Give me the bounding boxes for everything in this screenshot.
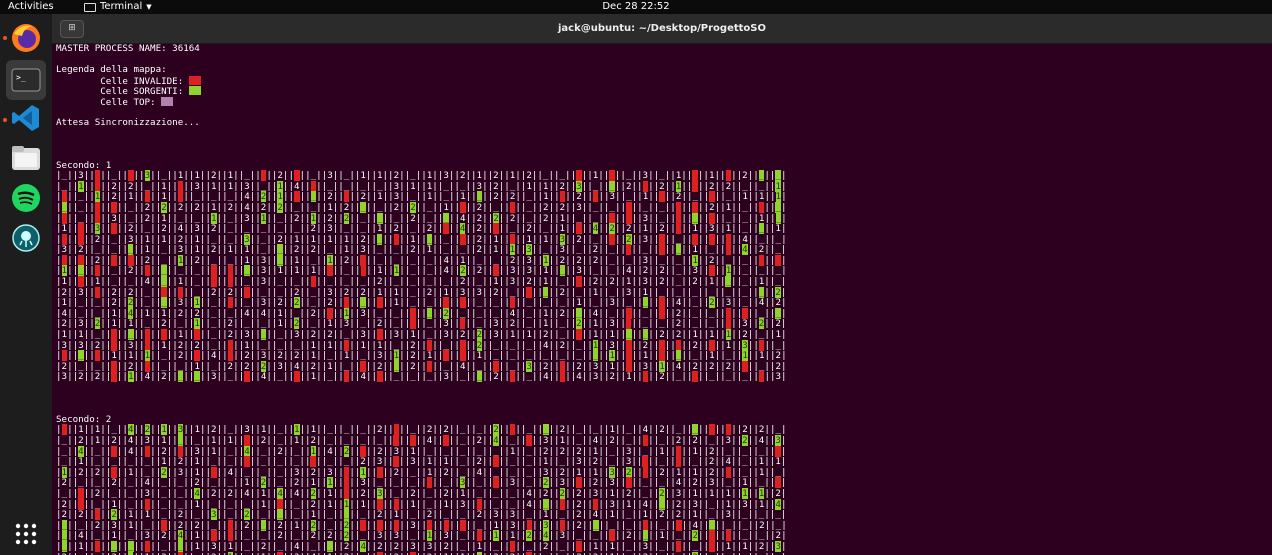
map-row: |2||_||_||2||_||4||_||_||2||_||_||1||2||… — [56, 477, 787, 489]
terminal-header-bar: ⊞ jack@ubuntu: ~/Desktop/ProgettoSO — [52, 14, 1272, 44]
vscode-icon[interactable] — [6, 98, 46, 138]
map-row: |1||2||1||_||_||4||_||1||_||2||_||_||3||… — [56, 276, 787, 288]
map-row: |_||2||1||2||4||3||1||_||_||1||1||2||2||… — [56, 434, 787, 446]
clock[interactable]: Dec 28 22:52 — [602, 1, 670, 12]
map-row: |1||1||_||1||_||1||1||1||_||_||2||3||_||… — [56, 329, 787, 341]
map-row: |2||3||_||2||2||_||_||1||_||2||2||1||_||… — [56, 286, 787, 298]
terminal-line: Attesa Sincronizzazione... — [56, 117, 200, 129]
map-row: |2||_||_||3||2||3||_||_||1||_||2||2||2||… — [56, 360, 787, 372]
map-row: |3||_||1||2||1||2||1||2||_||_||_||4||2||… — [56, 191, 787, 203]
terminal-line: Celle INVALIDE: — [56, 75, 787, 87]
app-menu[interactable]: Terminal ▼ — [84, 0, 152, 14]
map-row: |1||3||3||_||2||_||2||4||3||2||_||_||_||… — [56, 223, 787, 235]
svg-text:>_: >_ — [16, 73, 26, 82]
legend-swatch-sorgenti — [188, 86, 201, 96]
terminal-text: MASTER PROCESS NAME: 36164 Legenda della … — [56, 44, 787, 555]
map-row: |3||3||2||1||3||2||1||2||2||_||3||1||_||… — [56, 339, 787, 351]
map-row: |_||4||_||_||4||1||2||2||3||1||_||4||_||… — [56, 445, 787, 457]
gitkraken-icon[interactable] — [6, 218, 46, 258]
second-label: Secondo: 1 — [56, 159, 112, 171]
map-row: |2||3||2||1||1||_||2||_||1||_||2||_||_||… — [56, 318, 787, 330]
second-label: Secondo: 2 — [56, 413, 112, 425]
map-row: |2||_||_||3||_||1||3||3||_||2||1||_||1||… — [56, 551, 787, 555]
map-row: |1||2||2||3||1||_||2||3||1||2||4||_||_||… — [56, 466, 787, 478]
window-title: jack@ubuntu: ~/Desktop/ProgettoSO — [557, 23, 767, 34]
files-icon[interactable] — [6, 138, 46, 178]
map-row: |2||2||2||2||1||1||_||2||_||3||_||2||_||… — [56, 509, 787, 521]
map-row: |3||2||_||_||_||1||_||3||1||2||1||1||_||… — [56, 244, 787, 256]
legend-swatch-invalide — [188, 75, 201, 85]
map-row: |1||_||_||2||2||_||_||3||1||_||_||_||3||… — [56, 297, 787, 309]
map-row: |_||1||_||2||2||_||1||3||3||1||1||3||_||… — [56, 180, 787, 192]
map-row: |4||_||_||1||4||1||1||2||2||_||_||4||4||… — [56, 307, 787, 319]
map-row: |2||_||_||3||_||2||1||_||_||1||_||3||1||… — [56, 212, 787, 224]
top-bar: Activities Terminal ▼ Dec 28 22:52 — [0, 0, 1272, 14]
map-row: |3||2||2||_||1||4||2||_||_||3||_||_||4||… — [56, 371, 787, 383]
map-row: |3||_||2||1||1||1||_||2||2||4||_||2||3||… — [56, 350, 787, 362]
dock: >_ — [0, 14, 52, 555]
map-row: |_||3||_||_||_||3||_||1||1||2||1||_||_||… — [56, 170, 787, 182]
map-row: |1||1||2||_||3||1||1||2||1||_||_||3||_||… — [56, 233, 787, 245]
terminal-small-icon — [84, 2, 96, 12]
terminal-line: Celle SORGENTI: — [56, 86, 787, 97]
app-menu-label: Terminal — [100, 1, 143, 12]
map-row: |2||_||_||1||_||1||_||_||1||_||_||_||1||… — [56, 498, 787, 510]
map-row: |1||_||2||_||2||2||_||_||_||3||1||_||3||… — [56, 265, 787, 277]
map-row: |2||1||1||_||4||2||1||3||1||2||_||3||1||… — [56, 424, 787, 436]
terminal-line: Celle TOP: — [56, 96, 787, 108]
terminal-line — [56, 129, 787, 140]
map-row: |_||4||_||1||_||3||2||4||1||_||_||_||_||… — [56, 530, 787, 542]
new-tab-button[interactable]: ⊞ — [60, 20, 84, 38]
map-row: |_||1||_||_||_||3||_||_||1||3||1||_||2||… — [56, 540, 787, 552]
map-row: |_||_||_||2||_||2||2||2||2||1||2||4||2||… — [56, 201, 787, 213]
map-row: |_||3||2||_||_||3||_||_||4||2||2||4||1||… — [56, 487, 787, 499]
show-applications-icon[interactable] — [6, 514, 46, 554]
firefox-icon[interactable] — [6, 18, 46, 58]
terminal-line: MASTER PROCESS NAME: 36164 — [56, 44, 200, 54]
map-row: |_||_||2||2||1||2||_||1||2||_||_||1||3||… — [56, 254, 787, 266]
map-row: |_||1||_||_||_||_||1||2||1||_||_||_||_||… — [56, 456, 787, 468]
spotify-icon[interactable] — [6, 178, 46, 218]
terminal-line — [56, 150, 787, 161]
terminal-line — [56, 139, 787, 150]
legend-swatch-top — [161, 96, 174, 106]
chevron-down-icon: ▼ — [146, 3, 152, 11]
terminal-icon[interactable]: >_ — [6, 60, 46, 100]
activities-button[interactable]: Activities — [8, 1, 54, 12]
map-row: |_||_||2||3||1||_||2||2||2||_||3||2||_||… — [56, 519, 787, 531]
terminal-output[interactable]: MASTER PROCESS NAME: 36164 Legenda della … — [52, 44, 1272, 555]
terminal-line: Legenda della mappa: — [56, 64, 167, 76]
